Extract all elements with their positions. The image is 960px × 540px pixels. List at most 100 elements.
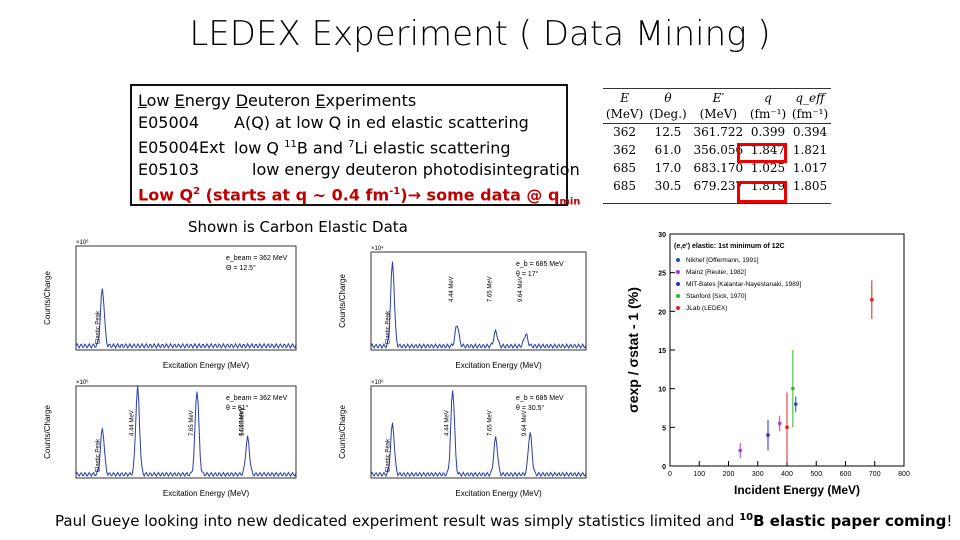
unit-header: (fm⁻¹) (747, 106, 789, 124)
table-row: 685 30.5 679.237 1.819 1.805 (613, 179, 828, 193)
unit-header: (fm⁻¹) (788, 106, 831, 124)
col-header: θ (664, 90, 672, 105)
table-row: 362 61.0 356.056 1.847 1.821 (613, 143, 828, 157)
data-point (785, 425, 789, 430)
col-header: E′ (712, 90, 725, 105)
experiment-list-box: Low Energy Deuteron Experiments E05004 A(… (130, 84, 580, 208)
x-tick-label: 600 (840, 471, 852, 478)
y-tick-label: 30 (658, 232, 666, 239)
transition-label: 4.44 MeV (130, 410, 136, 436)
peak-label: Elastic Peak (386, 438, 392, 472)
peak-label: Elastic Peak (95, 438, 101, 472)
beam-energy-label: e_beam = 362 MeV (226, 255, 288, 262)
spectrum-panel-4: Counts/Charge Excitation Energy (MeV) ×10⁶… (335, 374, 600, 500)
plot-frame (370, 251, 587, 351)
peak-label: Elastic Peak (386, 310, 392, 344)
footer-note: Paul Gueye looking into new dedicated ex… (55, 512, 953, 530)
y-axis-label: Counts/Charge (338, 405, 347, 459)
data-point (793, 402, 798, 406)
beam-energy-label: e_b = 685 MeV (516, 261, 564, 268)
legend-marker (676, 270, 680, 274)
legend-marker (676, 306, 680, 310)
transition-label: 9.64 MeV (518, 276, 524, 302)
legend-marker (676, 258, 680, 262)
y-exponent: ×10⁶ (371, 379, 384, 386)
legend-entry: Mainz [Reuter, 1982] (686, 269, 746, 276)
highlight-box-q (737, 143, 787, 163)
x-tick-label: 100 (693, 471, 705, 478)
legend-marker (676, 282, 680, 286)
x-axis-label: Excitation Energy (MeV) (163, 489, 250, 498)
unit-header: (MeV) (689, 106, 748, 124)
data-point (870, 297, 874, 302)
legend-entry: MIT-Bates [Kalantar-Nayestanaki, 1989] (686, 281, 801, 288)
beam-energy-label: e_beam = 362 MeV (226, 395, 288, 402)
transition-label: 7.65 MeV (488, 276, 494, 302)
x-axis-label: Excitation Energy (MeV) (455, 361, 542, 370)
y-tick-label: 10 (658, 387, 666, 394)
col-header: q_eff (795, 90, 825, 105)
y-exponent: ×10⁴ (371, 245, 384, 252)
x-tick-label: 700 (869, 471, 881, 478)
angle-label: θ = 17° (516, 270, 539, 278)
spectrum-trace (75, 385, 297, 478)
transition-label: 4.44 MeV (445, 410, 451, 436)
transition-label: 9.64 MeV (240, 410, 246, 436)
peak-label: Elastic Peak (95, 310, 101, 344)
plot-frame (75, 245, 297, 351)
legend-entry: Stanford [Sick, 1970] (686, 293, 747, 300)
low-q-note: Low Q2 (starts at q ~ 0.4 fm-1)→ some da… (138, 185, 581, 208)
y-axis-label: Counts/Charge (43, 271, 52, 325)
angle-label: θ = 30.5° (516, 404, 544, 412)
y-tick-label: 5 (662, 425, 666, 432)
experiment-row: E05004Ext low Q 11B and 7Li elastic scatt… (138, 138, 511, 158)
table-row: 685 17.0 683.170 1.025 1.017 (613, 161, 828, 175)
table-row: 362 12.5 361.722 0.399 0.394 (613, 125, 828, 140)
page-title: LEDEX Experiment ( Data Mining ) (189, 14, 771, 54)
transition-label: 4.44 MeV (449, 276, 455, 302)
x-tick-label: 500 (810, 471, 822, 478)
ratio-chart: 0 100 200 300 400 500 600 700 800 0 5 10 15 20 25 30 Inc… (612, 226, 912, 498)
spectrum-trace (370, 390, 587, 478)
x-tick-label: 200 (723, 471, 735, 478)
spectrum-trace (370, 261, 587, 350)
data-point (738, 448, 742, 453)
data-point (791, 386, 795, 391)
beam-energy-label: e_b = 685 MeV (516, 395, 564, 402)
spectrum-panel-2: Counts/Charge Excitation Energy (MeV) ×10⁴… (335, 240, 600, 372)
kinematics-table: E θ E′ q q_eff (MeV) (Deg.) (MeV) (fm⁻¹)… (603, 88, 831, 204)
spectrum-trace (75, 288, 297, 350)
legend-marker (676, 294, 680, 298)
y-tick-label: 0 (662, 464, 666, 471)
x-axis-label: Excitation Energy (MeV) (455, 489, 542, 498)
x-tick-label: 300 (752, 471, 764, 478)
data-point (777, 421, 782, 426)
plot-frame (75, 385, 297, 479)
angle-label: θ = 61° (226, 404, 249, 412)
transition-label: 9.64 MeV (522, 410, 528, 436)
x-tick-label: 800 (898, 471, 910, 478)
legend-entry: JLab (LEDEX) (686, 305, 728, 312)
y-tick-label: 25 (658, 271, 666, 278)
y-axis-label: Counts/Charge (43, 405, 52, 459)
transition-label: 14.08 MeV (240, 407, 246, 436)
transition-label: 7.65 MeV (488, 410, 494, 436)
x-tick-label: 400 (781, 471, 793, 478)
x-axis-label: Incident Energy (MeV) (734, 483, 860, 497)
spectrum-panel-1: Counts/Charge Excitation Energy (MeV) ×10⁶… (40, 234, 310, 372)
plot-frame (370, 385, 587, 479)
y-exponent: ×10⁶ (76, 239, 89, 246)
legend-entry: Nikhef [Offermann, 1991] (686, 257, 759, 264)
x-axis-label: Excitation Energy (MeV) (163, 361, 250, 370)
angle-label: Θ = 12.5° (226, 264, 256, 272)
unit-header: (MeV) (603, 106, 647, 124)
shown-label: Shown is Carbon Elastic Data (188, 218, 408, 236)
y-axis-label: σexp / σstat - 1 (%) (625, 287, 641, 413)
spectrum-panel-3: Counts/Charge Excitation Energy (MeV) ×10⁶… (40, 374, 310, 500)
x-tick-label: 0 (668, 471, 672, 478)
transition-label: 7.65 MeV (189, 410, 195, 436)
chart-title: (e,e') elastic: 1st minimum of 12C (674, 243, 785, 250)
y-exponent: ×10⁶ (76, 379, 89, 386)
highlight-box-q (737, 181, 787, 203)
y-tick-label: 20 (658, 309, 666, 316)
